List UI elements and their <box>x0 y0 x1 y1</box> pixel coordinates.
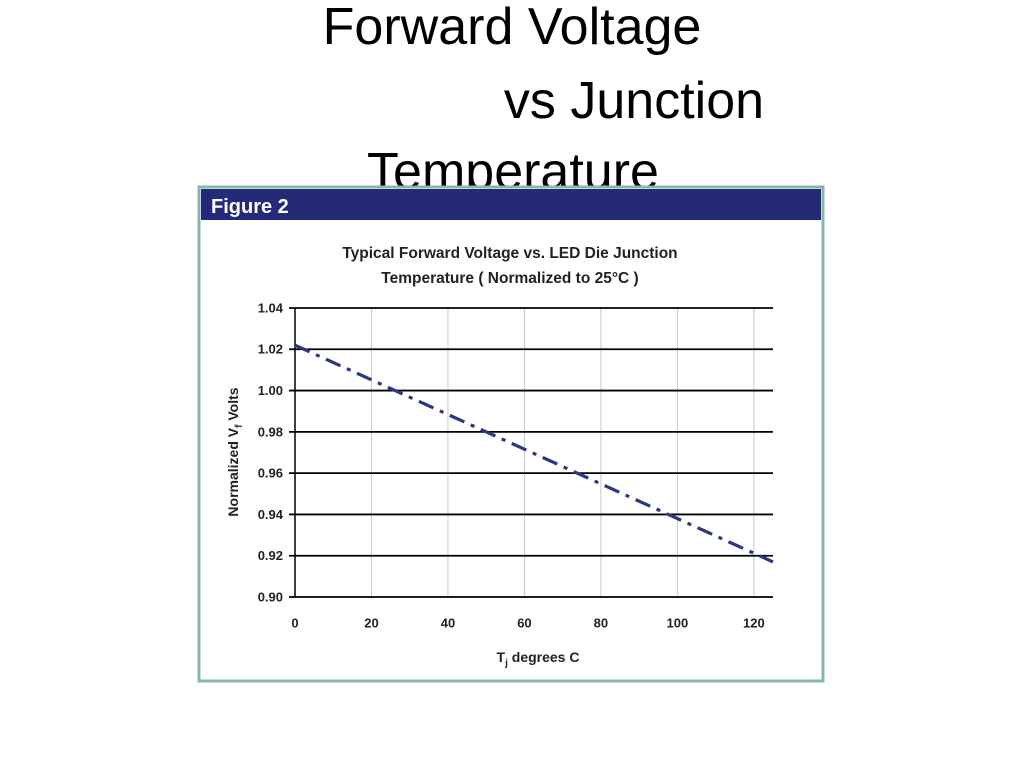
y-tick-label: 0.92 <box>258 548 283 563</box>
slide-title-line: Forward Voltage <box>323 0 702 56</box>
figure-header <box>201 189 821 220</box>
x-tick-label: 60 <box>517 615 531 630</box>
y-axis-label: Normalized Vf Volts <box>225 387 245 516</box>
slide-title-line: vs Junction <box>504 72 764 130</box>
y-tick-label: 1.04 <box>258 300 284 315</box>
y-tick-label: 0.90 <box>258 589 283 604</box>
x-tick-label: 100 <box>667 615 689 630</box>
x-tick-label: 20 <box>364 615 378 630</box>
y-tick-label: 1.02 <box>258 342 283 357</box>
x-tick-label: 40 <box>441 615 455 630</box>
y-tick-label: 0.96 <box>258 466 283 481</box>
x-axis-label: Tj degrees C <box>497 649 580 669</box>
x-tick-label: 0 <box>291 615 298 630</box>
figure-label: Figure 2 <box>211 196 289 218</box>
chart-title: Typical Forward Voltage vs. LED Die Junc… <box>342 245 677 262</box>
y-tick-label: 0.98 <box>258 424 283 439</box>
y-tick-label: 0.94 <box>258 507 284 522</box>
data-line <box>294 343 774 564</box>
figure-frame <box>197 185 825 683</box>
x-tick-label: 80 <box>594 615 608 630</box>
x-tick-label: 120 <box>743 615 765 630</box>
y-tick-label: 1.00 <box>258 383 283 398</box>
chart-title: Temperature ( Normalized to 25°C ) <box>381 270 638 287</box>
